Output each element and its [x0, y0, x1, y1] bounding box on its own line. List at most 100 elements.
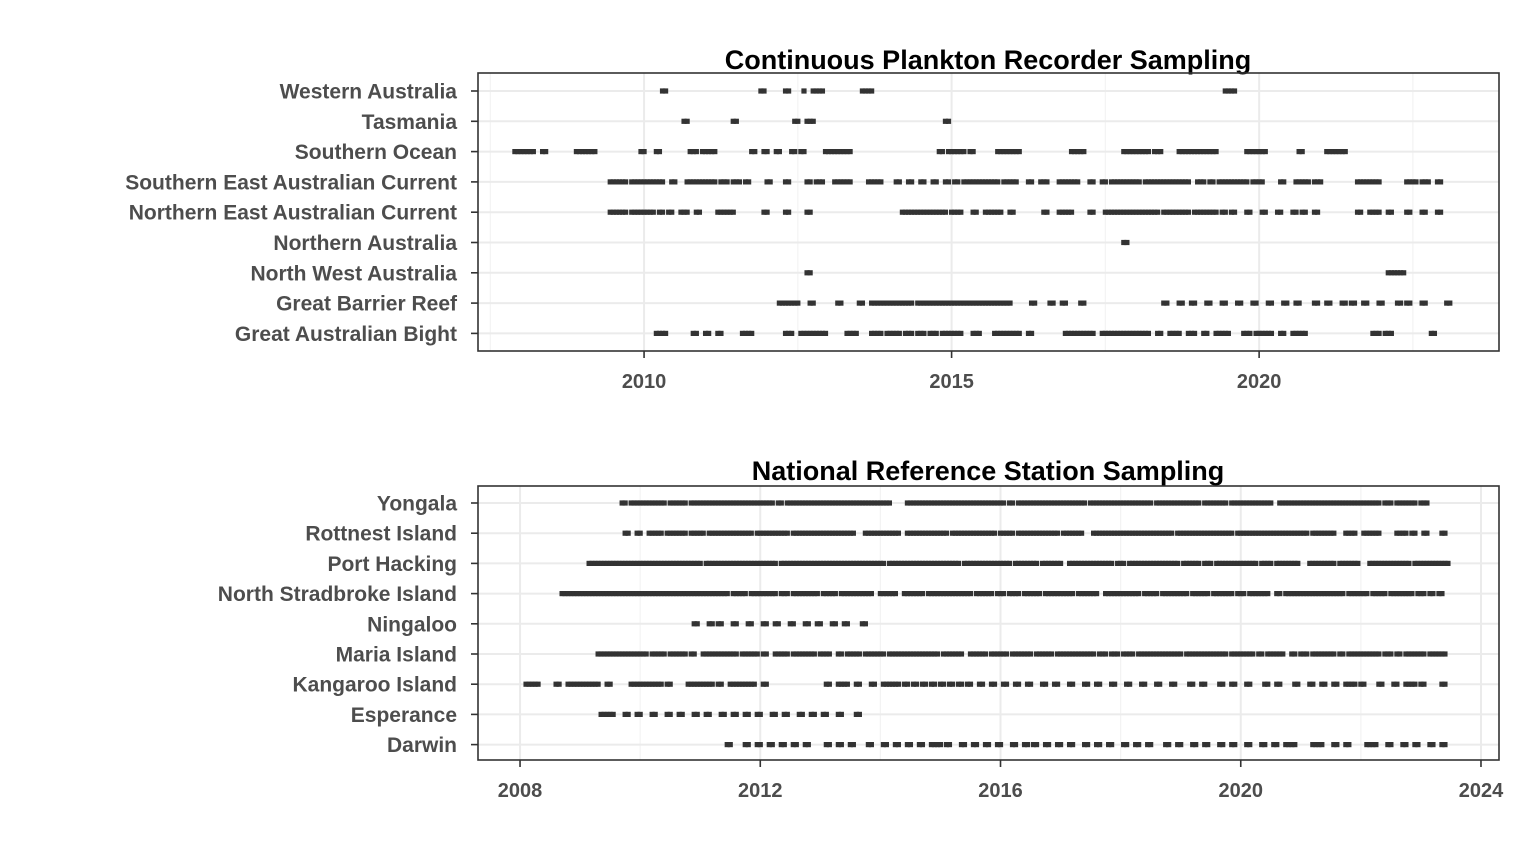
cpr-point-southern-east-australian-current-133 — [1219, 179, 1225, 185]
cpr-point-southern-ocean-16 — [638, 149, 644, 155]
nrs-point-north-stradbroke-island-255 — [1421, 591, 1427, 597]
nrs-point-kangaroo-island-106 — [1097, 681, 1103, 687]
nrs-point-darwin-38 — [970, 742, 977, 748]
cpr-point-northern-east-australian-current-34 — [807, 209, 813, 215]
nrs-point-darwin-87 — [1286, 742, 1292, 748]
nrs-point-rottnest-island-169 — [1196, 530, 1202, 536]
nrs-point-port-hacking-99 — [892, 560, 899, 566]
nrs-point-port-hacking-9 — [613, 560, 619, 566]
nrs-point-rottnest-island-105 — [982, 530, 989, 536]
nrs-point-kangaroo-island-90 — [991, 681, 998, 687]
nrs-point-north-stradbroke-island-259 — [1439, 591, 1445, 597]
cpr-point-southern-east-australian-current-8 — [635, 179, 641, 185]
nrs-point-maria-island-166 — [1175, 651, 1181, 657]
nrs-point-port-hacking-262 — [1442, 560, 1448, 566]
cpr-point-southern-east-australian-current-19 — [684, 179, 690, 185]
cpr-point-northern-east-australian-current-97 — [1179, 209, 1185, 215]
nrs-y-label-maria-island: Maria Island — [336, 644, 457, 667]
nrs-point-north-stradbroke-island-11 — [592, 591, 598, 597]
nrs-point-port-hacking-50 — [739, 560, 745, 566]
nrs-point-maria-island-160 — [1157, 651, 1163, 657]
cpr-point-northern-east-australian-current-70 — [1068, 209, 1075, 215]
nrs-point-darwin-8 — [778, 742, 784, 748]
nrs-point-esperance-10 — [652, 711, 658, 717]
cpr-point-great-australian-bight-134 — [1431, 330, 1438, 336]
cpr-point-southern-east-australian-current-25 — [702, 179, 709, 185]
nrs-point-yongala-36 — [736, 500, 742, 506]
nrs-point-port-hacking-16 — [634, 560, 640, 566]
nrs-point-north-stradbroke-island-218 — [1298, 591, 1304, 597]
cpr-point-northern-east-australian-current-18 — [678, 209, 684, 215]
cpr-point-southern-ocean-98 — [1253, 149, 1259, 155]
nrs-point-north-stradbroke-island-233 — [1346, 591, 1352, 597]
nrs-series-ningaloo — [691, 621, 868, 627]
nrs-point-north-stradbroke-island-47 — [700, 591, 706, 597]
cpr-point-western-australia-11 — [859, 88, 866, 94]
nrs-point-port-hacking-161 — [1094, 560, 1100, 566]
nrs-point-yongala-219 — [1331, 500, 1337, 506]
nrs-point-north-stradbroke-island-180 — [1163, 591, 1169, 597]
cpr-point-northern-east-australian-current-96 — [1176, 209, 1182, 215]
cpr-point-great-australian-bight-56 — [973, 330, 979, 336]
cpr-point-southern-east-australian-current-135 — [1225, 179, 1231, 185]
nrs-point-rottnest-island-22 — [709, 530, 715, 536]
nrs-point-yongala-194 — [1250, 500, 1256, 506]
cpr-point-southern-ocean-85 — [1185, 149, 1191, 155]
nrs-point-port-hacking-263 — [1445, 560, 1451, 566]
nrs-point-yongala-172 — [1178, 500, 1184, 506]
cpr-point-southern-east-australian-current-89 — [1041, 179, 1047, 185]
nrs-point-darwin-95 — [1334, 742, 1340, 748]
nrs-point-rottnest-island-167 — [1190, 530, 1196, 536]
nrs-point-port-hacking-0 — [586, 560, 592, 566]
nrs-point-port-hacking-89 — [859, 560, 865, 566]
nrs-point-port-hacking-10 — [616, 560, 622, 566]
nrs-point-maria-island-18 — [652, 651, 658, 657]
nrs-point-yongala-158 — [1133, 500, 1139, 506]
cpr-point-great-barrier-reef-46 — [973, 300, 979, 306]
nrs-point-darwin-47 — [1024, 742, 1031, 748]
nrs-point-kangaroo-island-0 — [523, 681, 529, 687]
nrs-point-maria-island-1 — [598, 651, 604, 657]
nrs-point-rottnest-island-55 — [814, 530, 820, 536]
cpr-point-southern-east-australian-current-126 — [1185, 179, 1191, 185]
nrs-point-port-hacking-123 — [967, 560, 974, 566]
nrs-point-rottnest-island-211 — [1328, 530, 1334, 536]
nrs-point-maria-island-127 — [1042, 651, 1049, 657]
nrs-point-north-stradbroke-island-69 — [772, 591, 778, 597]
cpr-point-northern-east-australian-current-130 — [1385, 209, 1391, 215]
nrs-point-rottnest-island-130 — [1066, 530, 1073, 536]
nrs-point-kangaroo-island-62 — [856, 681, 862, 687]
nrs-point-north-stradbroke-island-122 — [958, 591, 965, 597]
nrs-point-maria-island-106 — [970, 651, 977, 657]
nrs-point-yongala-89 — [916, 500, 923, 506]
nrs-point-port-hacking-229 — [1328, 560, 1334, 566]
cpr-point-southern-ocean-45 — [844, 149, 850, 155]
nrs-point-north-stradbroke-island-231 — [1337, 591, 1343, 597]
nrs-point-port-hacking-214 — [1274, 560, 1280, 566]
nrs-point-darwin-101 — [1373, 742, 1379, 748]
nrs-point-maria-island-163 — [1166, 651, 1172, 657]
cpr-point-southern-east-australian-current-22 — [693, 179, 699, 185]
nrs-point-yongala-108 — [973, 500, 980, 506]
nrs-point-ningaloo-18 — [814, 621, 820, 627]
nrs-point-rottnest-island-143 — [1115, 530, 1121, 536]
nrs-point-rottnest-island-165 — [1184, 530, 1190, 536]
cpr-point-southern-east-australian-current-32 — [730, 179, 736, 185]
nrs-point-yongala-25 — [703, 500, 709, 506]
nrs-point-yongala-123 — [1024, 500, 1031, 506]
nrs-point-kangaroo-island-50 — [745, 681, 751, 687]
nrs-point-port-hacking-208 — [1250, 560, 1256, 566]
nrs-point-maria-island-52 — [778, 651, 784, 657]
nrs-point-yongala-169 — [1169, 500, 1175, 506]
nrs-point-kangaroo-island-144 — [1361, 681, 1367, 687]
nrs-y-label-port-hacking: Port Hacking — [327, 553, 457, 576]
cpr-point-southern-east-australian-current-154 — [1314, 179, 1321, 185]
nrs-point-north-stradbroke-island-200 — [1229, 591, 1235, 597]
nrs-point-kangaroo-island-125 — [1244, 681, 1250, 687]
cpr-point-great-australian-bight-34 — [884, 330, 890, 336]
nrs-point-port-hacking-124 — [970, 560, 977, 566]
nrs-point-rottnest-island-155 — [1151, 530, 1157, 536]
nrs-point-yongala-238 — [1394, 500, 1400, 506]
nrs-point-north-stradbroke-island-82 — [820, 591, 826, 597]
nrs-point-port-hacking-256 — [1424, 560, 1430, 566]
